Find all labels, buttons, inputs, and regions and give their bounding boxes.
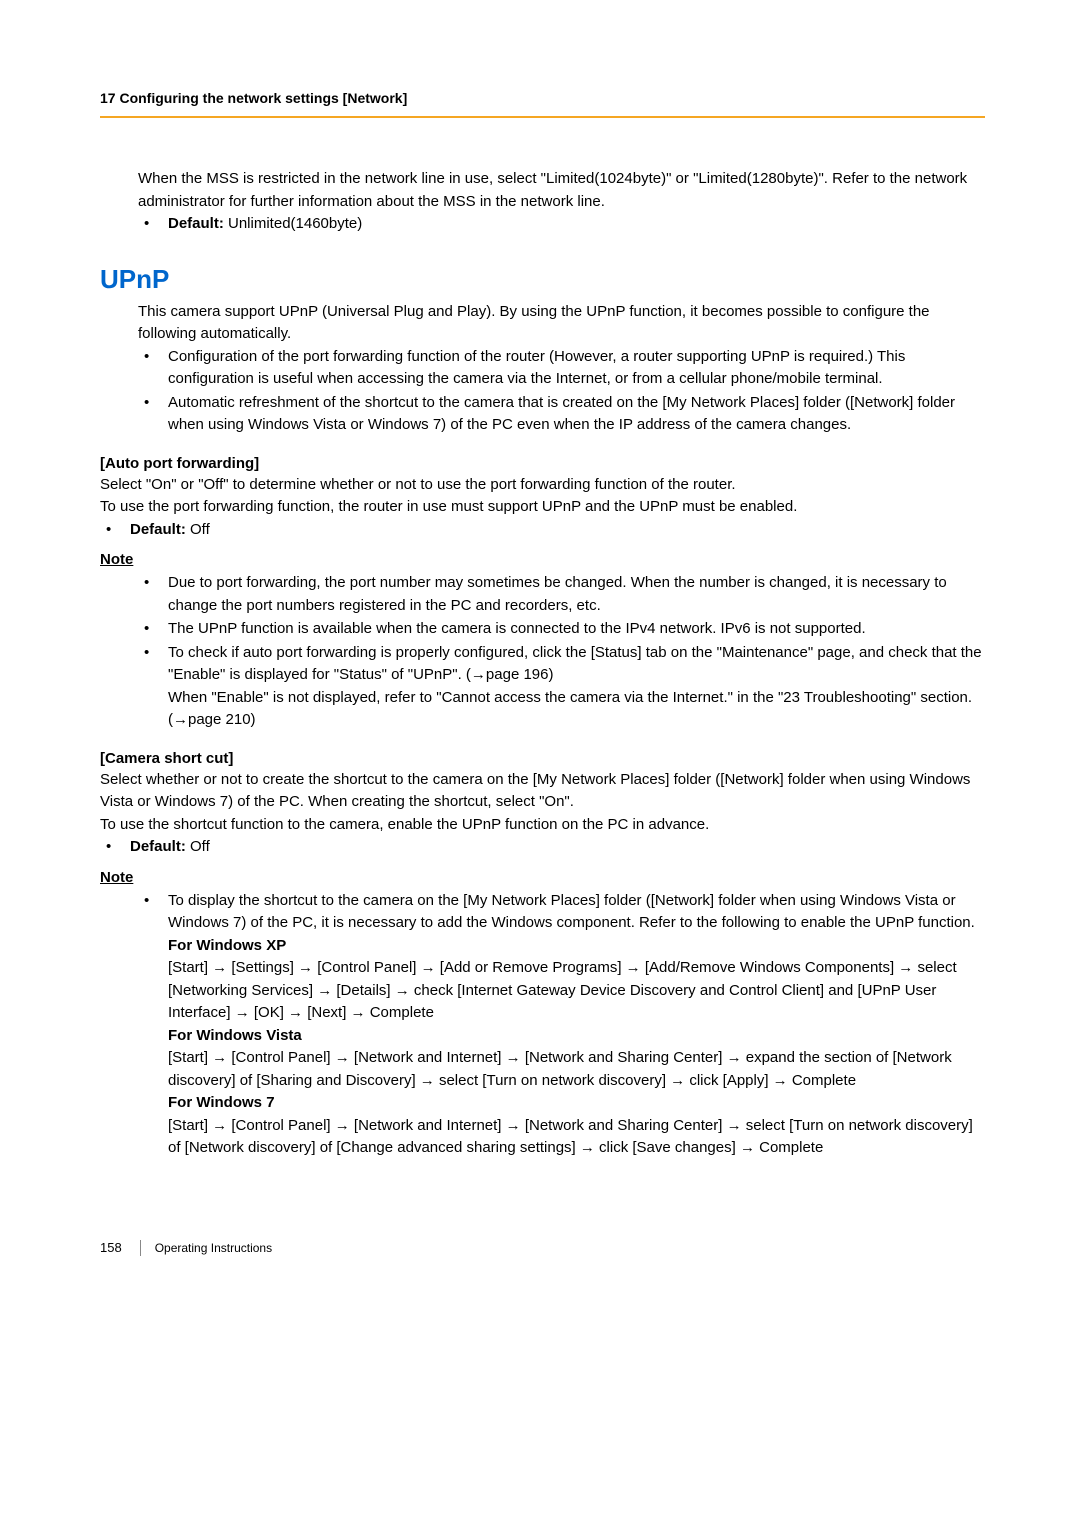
default-value: Off — [186, 521, 210, 538]
shortcut-p1: Select whether or not to create the shor… — [100, 769, 985, 814]
page-footer: 158 Operating Instructions — [100, 1240, 985, 1256]
default-label: Default: — [130, 838, 186, 855]
note-heading: Note — [100, 551, 985, 568]
default-value: Unlimited(1460byte) — [224, 215, 362, 232]
autoport-notes-list: Due to port forwarding, the port number … — [138, 572, 985, 732]
autoport-p1: Select "On" or "Off" to determine whethe… — [100, 474, 985, 497]
shortcut-note-intro: To display the shortcut to the camera on… — [168, 892, 975, 932]
list-item: Automatic refreshment of the shortcut to… — [138, 392, 985, 437]
footer-separator-icon — [140, 1240, 141, 1256]
running-header: 17 Configuring the network settings [Net… — [100, 90, 985, 118]
doc-title: Operating Instructions — [155, 1241, 272, 1255]
default-label: Default: — [168, 215, 224, 232]
vista-label: For Windows Vista — [168, 1027, 302, 1044]
upnp-heading: UPnP — [100, 264, 985, 295]
mss-default-item: Default: Unlimited(1460byte) — [138, 213, 985, 236]
shortcut-p2: To use the shortcut function to the came… — [100, 814, 985, 837]
list-item: Due to port forwarding, the port number … — [138, 572, 985, 617]
default-value: Off — [186, 838, 210, 855]
vista-text: [Start] → [Control Panel] → [Network and… — [168, 1049, 952, 1089]
autoport-default-item: Default: Off — [100, 519, 985, 542]
default-label: Default: — [130, 521, 186, 538]
page-container: 17 Configuring the network settings [Net… — [0, 0, 1080, 1316]
shortcut-heading: [Camera short cut] — [100, 750, 985, 767]
w7-text: [Start] → [Control Panel] → [Network and… — [168, 1117, 973, 1157]
autoport-p2: To use the port forwarding function, the… — [100, 496, 985, 519]
list-item: The UPnP function is available when the … — [138, 618, 985, 641]
list-item: To display the shortcut to the camera on… — [138, 890, 985, 1160]
shortcut-default-item: Default: Off — [100, 836, 985, 859]
mss-default-list: Default: Unlimited(1460byte) — [138, 213, 985, 236]
xp-text: [Start] → [Settings] → [Control Panel] →… — [168, 959, 957, 1021]
note-text: To check if auto port forwarding is prop… — [168, 644, 982, 729]
autoport-default-list: Default: Off — [100, 519, 985, 542]
shortcut-default-list: Default: Off — [100, 836, 985, 859]
list-item: To check if auto port forwarding is prop… — [138, 642, 985, 732]
shortcut-notes-list: To display the shortcut to the camera on… — [138, 890, 985, 1160]
mss-paragraph: When the MSS is restricted in the networ… — [138, 168, 985, 213]
note-heading: Note — [100, 869, 985, 886]
page-number: 158 — [100, 1240, 122, 1255]
list-item: Configuration of the port forwarding fun… — [138, 346, 985, 391]
autoport-heading: [Auto port forwarding] — [100, 455, 985, 472]
upnp-intro: This camera support UPnP (Universal Plug… — [138, 301, 985, 346]
xp-label: For Windows XP — [168, 937, 286, 954]
w7-label: For Windows 7 — [168, 1094, 275, 1111]
upnp-bullet-list: Configuration of the port forwarding fun… — [138, 346, 985, 437]
